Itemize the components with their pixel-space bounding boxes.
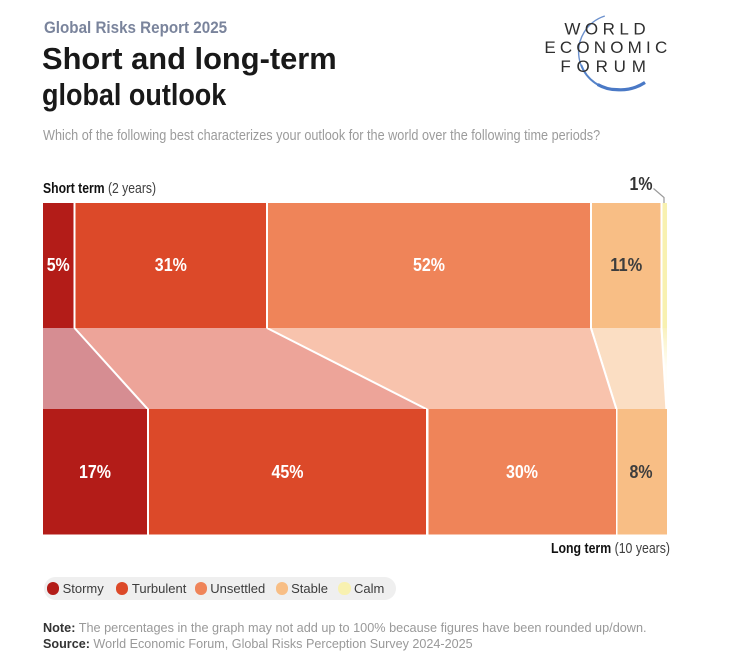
svg-text:17%: 17% [79, 462, 111, 482]
svg-text:45%: 45% [272, 462, 304, 482]
svg-text:30%: 30% [506, 462, 538, 482]
svg-text:8%: 8% [630, 462, 653, 482]
svg-text:WORLD: WORLD [564, 20, 650, 39]
svg-text:52%: 52% [413, 255, 445, 275]
svg-text:1%: 1% [630, 174, 653, 194]
svg-text:31%: 31% [155, 255, 187, 275]
svg-text:5%: 5% [47, 255, 70, 275]
svg-text:FORUM: FORUM [560, 57, 651, 76]
svg-text:11%: 11% [610, 255, 642, 275]
svg-text:ECONOMIC: ECONOMIC [544, 38, 671, 57]
